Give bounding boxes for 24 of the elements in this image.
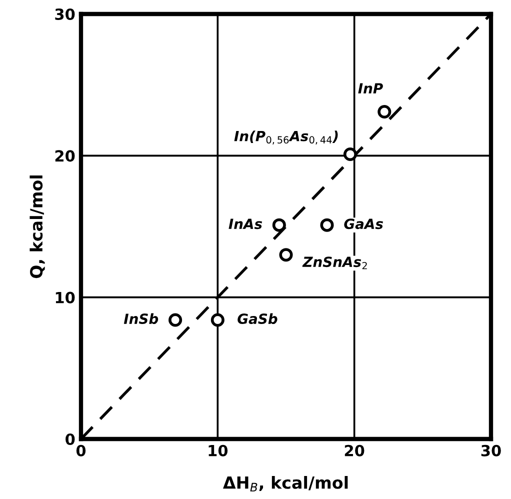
x-tick-label: 10: [208, 444, 228, 456]
annotation: ZnSnAs$_{2}$: [302, 256, 367, 270]
point: [272, 218, 286, 232]
annotation: In(P$_{0,56}$As$_{0,44}$): [234, 130, 338, 145]
y-tick-label: 30: [55, 8, 75, 20]
annotation: InP: [358, 83, 383, 94]
point: [279, 248, 293, 262]
y-tick-label: 0: [66, 433, 75, 446]
annotation: GaAs: [344, 218, 383, 230]
annotation: InAs: [228, 218, 262, 230]
y-tick-label: 10: [56, 292, 75, 304]
point: [320, 218, 334, 232]
annotation: GaSb: [238, 313, 278, 324]
x-tick-label: 0: [76, 444, 86, 456]
y-tick-label: 20: [55, 150, 75, 162]
point: [343, 147, 357, 162]
x-tick-label: 20: [344, 444, 364, 456]
x-axis-title: ΔH$_{B}$, kcal/mol: [222, 476, 348, 492]
point: [168, 313, 182, 327]
point: [210, 313, 224, 327]
x-tick-label: 30: [481, 444, 501, 456]
annotation: InSb: [124, 313, 158, 324]
point: [378, 104, 392, 119]
y-axis-title: Q, kcal/mol: [30, 175, 45, 278]
